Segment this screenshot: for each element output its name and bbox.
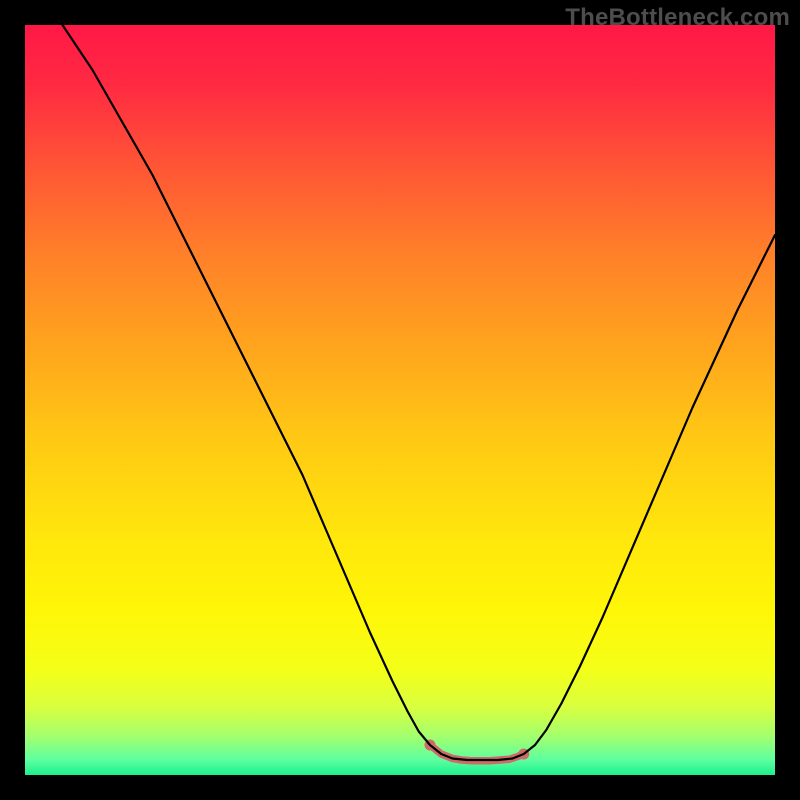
plot-area [25, 25, 775, 775]
watermark-text: TheBottleneck.com [565, 4, 790, 32]
plot-svg [25, 25, 775, 775]
chart-frame: TheBottleneck.com [0, 0, 800, 800]
gradient-background [25, 25, 775, 775]
